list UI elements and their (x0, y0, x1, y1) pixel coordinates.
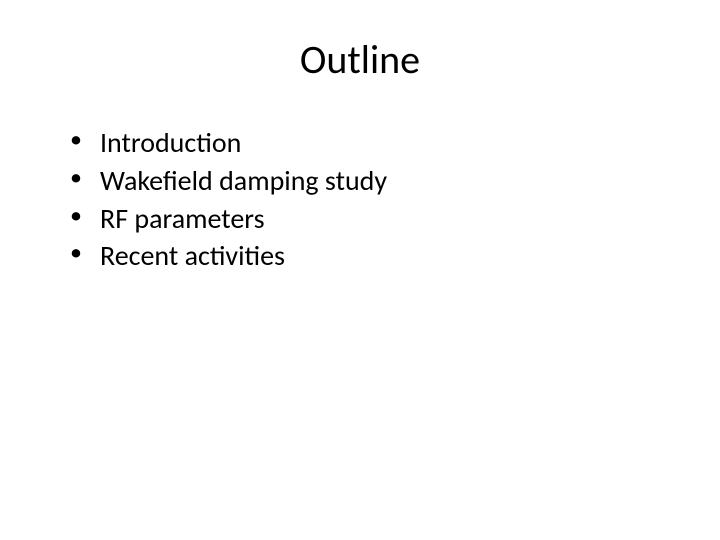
bullet-list: Introduction Wakefield damping study RF … (50, 124, 670, 275)
list-item: Introduction (70, 124, 670, 162)
slide-title: Outline (50, 35, 670, 84)
list-item: Recent activities (70, 237, 670, 275)
list-item: RF parameters (70, 200, 670, 238)
list-item: Wakefield damping study (70, 162, 670, 200)
slide-container: Outline Introduction Wakefield damping s… (0, 0, 720, 540)
